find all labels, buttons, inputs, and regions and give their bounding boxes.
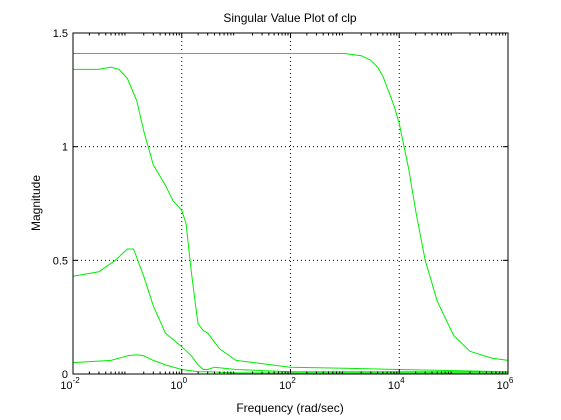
plot-area [73, 33, 508, 374]
series-line-2 [73, 66, 509, 373]
y-axis-label: Magnitude [29, 175, 43, 231]
series-line-4 [72, 354, 508, 374]
series-line-3 [72, 248, 508, 373]
series-line-1 [73, 53, 509, 361]
x-tick-exponent: 4 [400, 376, 405, 385]
y-tick-label: 1 [62, 142, 68, 154]
chart-title: Singular Value Plot of clp [223, 11, 357, 25]
x-tick-exponent: -2 [73, 376, 81, 385]
y-tick-label: 0.5 [53, 255, 68, 267]
x-tick-exponent: 2 [291, 376, 296, 385]
series-lines [72, 53, 509, 374]
x-tick-exponent: 0 [183, 376, 188, 385]
x-tick-exponent: 6 [509, 376, 514, 385]
grid-lines [73, 33, 508, 374]
y-tick-label: 1.5 [53, 28, 68, 40]
x-axis-label: Frequency (rad/sec) [236, 401, 343, 415]
y-tick-label: 0 [62, 369, 68, 381]
